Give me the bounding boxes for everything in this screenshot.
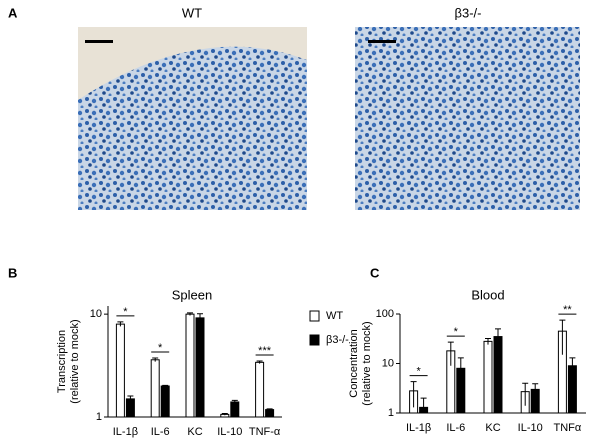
error-bar [231,399,238,404]
chart-title: Blood [471,287,504,302]
panel-label: B [8,265,17,280]
error-bar [197,313,203,323]
legend-swatch [309,310,320,322]
significance-label: * [454,326,459,338]
image-title: β3-/- [455,5,482,20]
bar [230,401,240,418]
x-tick-label: KC [187,426,202,438]
y-tick-label: 10 [90,308,102,320]
x-tick-label: IL-6 [446,422,465,434]
y-tick-label: 100 [376,308,394,320]
significance-label: ** [563,304,572,316]
y-axis-label: Transcription [56,330,68,393]
bar [115,323,125,418]
error-bar [485,337,491,345]
x-tick-label: IL-1β [406,422,431,434]
error-bar [410,381,417,408]
bar [255,361,265,418]
error-bar [187,312,193,316]
panel-label: A [8,5,18,20]
bar [483,340,493,414]
error-bar [127,395,134,402]
significance-label: * [123,306,128,318]
error-bar [152,357,159,362]
x-tick-label: TNFα [554,422,582,434]
y-axis-label: Concentration [348,329,360,398]
x-tick-label: IL-6 [151,426,170,438]
error-bar [266,408,273,411]
bar [195,317,205,418]
error-bar [162,384,169,387]
legend-swatch [309,334,320,346]
y-axis-label: (relative to mock) [361,321,373,405]
y-tick-label: 1 [388,407,394,419]
tissue-edge [78,27,307,100]
significance-label: * [416,366,421,378]
significance-label: * [158,342,163,354]
chart-title: Spleen [172,287,212,302]
legend-label: β3-/- [326,334,349,346]
error-bar [447,341,454,366]
error-bar [532,383,539,398]
bar [265,409,275,418]
image-title: WT [182,5,202,20]
x-tick-label: IL-10 [518,422,543,434]
bar [150,359,160,418]
error-bar [457,357,464,390]
error-bar [495,328,501,349]
x-tick-label: IL-1β [113,426,138,438]
error-bar [256,360,263,364]
panel-label: C [370,265,380,280]
error-bar [522,382,529,406]
error-bar [420,397,427,413]
bar [185,313,195,418]
x-tick-label: KC [485,422,500,434]
micrograph [355,27,580,210]
x-tick-label: TNF-α [249,426,281,438]
y-tick-label: 1 [96,411,102,423]
significance-label: *** [258,345,272,357]
y-axis-label: (relative to mock) [69,319,81,403]
scale-bar [85,40,113,43]
x-tick-label: IL-10 [217,426,242,438]
bar [160,385,170,418]
error-bar [117,321,124,327]
error-bar [559,319,566,355]
error-bar [221,413,228,416]
scale-bar [368,40,396,43]
error-bar [569,357,576,379]
legend-label: WT [326,310,343,322]
y-tick-label: 10 [382,357,394,369]
